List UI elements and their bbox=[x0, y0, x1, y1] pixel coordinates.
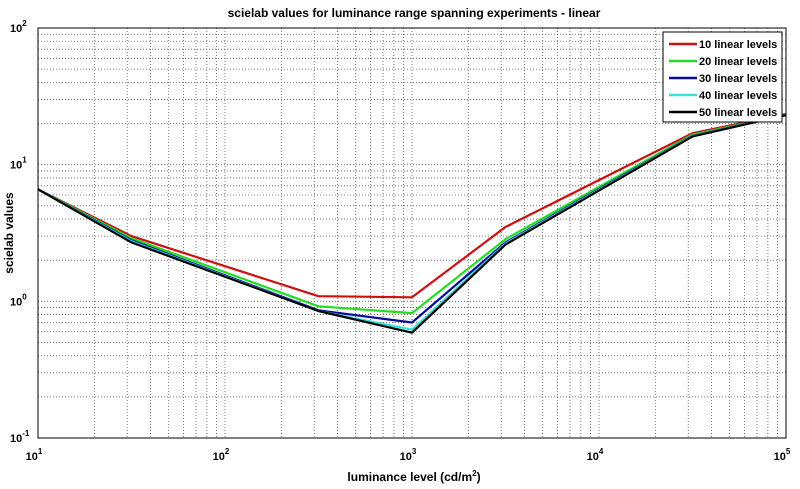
y-tick-label: 102 bbox=[10, 19, 27, 35]
y-tick-label: 101 bbox=[10, 156, 27, 172]
series-line bbox=[37, 114, 787, 334]
y-axis-label: scielab values bbox=[2, 192, 16, 274]
grid bbox=[38, 28, 786, 438]
chart-title: scielab values for luminance range spann… bbox=[228, 6, 601, 20]
legend-label: 40 linear levels bbox=[699, 90, 777, 102]
series-lines bbox=[37, 112, 787, 334]
series-line bbox=[37, 112, 787, 299]
x-tick-label: 105 bbox=[774, 447, 791, 463]
y-tick-label: 100 bbox=[10, 292, 27, 308]
legend-label: 20 linear levels bbox=[699, 56, 777, 68]
x-tick-label: 103 bbox=[400, 447, 417, 463]
legend-label: 30 linear levels bbox=[699, 73, 777, 85]
x-tick-label: 104 bbox=[587, 447, 604, 463]
legend-label: 10 linear levels bbox=[699, 39, 777, 51]
x-axis-label: luminance level (cd/m2) bbox=[347, 469, 480, 484]
tick-labels: 101 102 103 104 105 10-1 100 101 102 bbox=[10, 19, 791, 463]
x-tick-label: 101 bbox=[26, 447, 43, 463]
plot-frame bbox=[37, 27, 787, 439]
legend: 10 linear levels 20 linear levels 30 linea… bbox=[662, 31, 783, 123]
x-tick-label: 102 bbox=[213, 447, 230, 463]
legend-label: 50 linear levels bbox=[699, 107, 777, 119]
y-tick-label: 10-1 bbox=[10, 429, 30, 445]
